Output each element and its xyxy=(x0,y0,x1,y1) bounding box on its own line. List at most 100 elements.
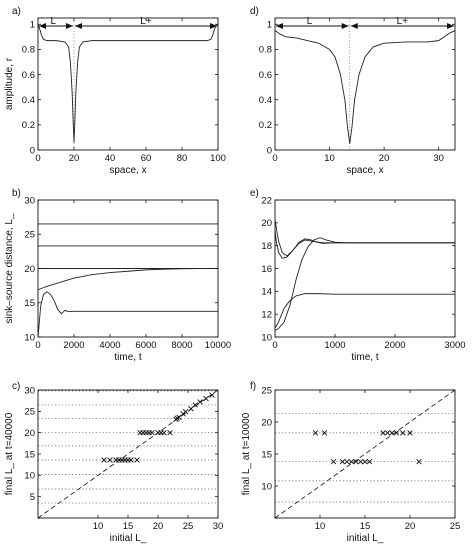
y-tick-label-1: 5 xyxy=(30,492,35,503)
axes-frame xyxy=(274,17,456,151)
x-tick-label-3: 3000 xyxy=(444,340,465,351)
panel-label: f) xyxy=(250,381,256,392)
diagonal-line xyxy=(38,390,218,518)
series-line-0 xyxy=(275,219,455,257)
data-point-26 xyxy=(203,395,209,402)
y-tick-label-5: 25 xyxy=(24,407,35,418)
data-point-10 xyxy=(380,430,386,436)
data-point-17 xyxy=(167,429,173,436)
data-point-0 xyxy=(312,430,319,436)
arrow-l-plus xyxy=(350,23,454,29)
y-tick-label-1: 15 xyxy=(24,298,35,309)
x-tick-label-4: 30 xyxy=(213,521,224,532)
y-tick-label-3: 0.6 xyxy=(22,70,35,81)
x-tick-label-3: 25 xyxy=(450,521,461,532)
x-tick-label-3: 60 xyxy=(141,153,152,164)
x-tick-label-1: 15 xyxy=(123,521,134,532)
x-tick-label-2: 40 xyxy=(105,153,116,164)
y-tick-label-2: 10 xyxy=(24,471,35,482)
y-tick-label-4: 30 xyxy=(24,195,35,206)
data-point-7 xyxy=(128,457,134,463)
y-axis-label: final L_ at t=10000 xyxy=(241,412,252,495)
x-tick-label-1: 2000 xyxy=(63,340,84,351)
chart-panel-d: L_ L+ 0 10 20 30 0 0.2 0.4 0.6 0.8 1 space, x d) xyxy=(250,6,456,176)
y-tick-label-0: 10 xyxy=(24,332,35,343)
data-point-25 xyxy=(197,399,203,405)
y-tick-label-0: 0 xyxy=(30,145,35,156)
y-tick-label-6: 30 xyxy=(24,385,35,396)
x-tick-label-1: 20 xyxy=(69,153,80,164)
data-point-6 xyxy=(353,458,359,465)
series-line-1 xyxy=(275,229,455,259)
y-axis-label: final L_ at t=40000 xyxy=(4,412,15,495)
data-point-4 xyxy=(344,458,350,465)
chart-panel-e: 0 1000 2000 3000 10 12 14 16 18 20 22 time, t e) xyxy=(250,188,466,363)
series-line-3 xyxy=(275,293,455,329)
series-line-3 xyxy=(38,268,218,291)
y-tick-label-4: 0.8 xyxy=(259,45,272,56)
y-tick-label-4: 18 xyxy=(261,241,272,252)
data-point-13 xyxy=(393,430,400,436)
series-line-2 xyxy=(275,237,455,331)
data-point-20 xyxy=(176,414,182,421)
x-axis-label: initial L_ xyxy=(347,533,384,544)
x-tick-label-1: 10 xyxy=(324,153,335,164)
y-tick-label-4: 25 xyxy=(261,385,272,396)
data-point-8 xyxy=(362,458,368,465)
annotation-l-minus: L_ xyxy=(50,16,62,27)
x-axis-label: time, t xyxy=(114,352,141,363)
x-tick-label-3: 30 xyxy=(433,153,444,164)
x-tick-label-0: 0 xyxy=(35,153,40,164)
y-tick-label-5: 1 xyxy=(267,20,272,31)
data-point-2 xyxy=(330,458,337,465)
x-tick-label-0: 10 xyxy=(93,521,104,532)
y-tick-label-6: 22 xyxy=(261,195,272,206)
y-tick-label-3: 0.6 xyxy=(259,70,272,81)
y-tick-label-4: 20 xyxy=(24,428,35,439)
x-tick-label-1: 1000 xyxy=(324,340,345,351)
x-tick-label-0: 10 xyxy=(315,521,326,532)
panel-label: a) xyxy=(12,6,21,17)
data-point-12 xyxy=(389,430,395,436)
panel-label: e) xyxy=(250,188,259,199)
y-tick-label-2: 15 xyxy=(261,449,272,460)
x-axis-label: space, x xyxy=(109,165,146,176)
y-tick-label-3: 15 xyxy=(24,449,35,460)
data-point-22 xyxy=(182,409,189,415)
annotation-l-minus: L_ xyxy=(307,16,319,27)
arrow-l-plus xyxy=(75,23,217,29)
x-tick-label-3: 25 xyxy=(183,521,194,532)
x-tick-label-2: 4000 xyxy=(99,340,120,351)
x-tick-label-0: 0 xyxy=(272,153,277,164)
x-tick-label-5: 10000 xyxy=(205,340,231,351)
data-point-7 xyxy=(357,458,364,465)
y-tick-label-0: 0 xyxy=(267,145,272,156)
axes-frame xyxy=(274,199,456,338)
chart-panel-f: 10 15 20 25 10 15 20 25 initial L_ final L_ at t=… xyxy=(241,381,460,544)
x-tick-label-2: 20 xyxy=(153,521,164,532)
x-axis-label: space, x xyxy=(346,165,383,176)
series-line-4 xyxy=(38,291,218,337)
annotation-l-plus: L+ xyxy=(140,16,152,27)
data-point-0 xyxy=(101,457,107,463)
data-point-9 xyxy=(366,458,373,465)
data-point-15 xyxy=(407,430,413,436)
y-tick-label-2: 0.4 xyxy=(259,95,272,106)
data-point-16 xyxy=(161,429,167,436)
y-tick-label-2: 14 xyxy=(261,287,272,298)
panel-label: c) xyxy=(12,381,20,392)
x-tick-label-0: 0 xyxy=(35,340,40,351)
y-tick-label-1: 0.2 xyxy=(22,120,35,131)
data-point-8 xyxy=(134,457,140,463)
data-point-16 xyxy=(416,458,422,465)
data-point-3 xyxy=(339,458,346,465)
data-point-14 xyxy=(400,430,406,436)
x-tick-label-0: 0 xyxy=(272,340,277,351)
chart-panel-b: 0 2000 4000 6000 8000 10000 10 15 20 25 30 time, t s… xyxy=(4,188,231,363)
x-tick-label-3: 6000 xyxy=(135,340,156,351)
chart-panel-c: 10 15 20 25 30 5 10 15 20 25 30 initial L_ final L_ … xyxy=(4,381,223,544)
y-axis-label: sink–source distance, L_ xyxy=(4,213,15,324)
y-tick-label-3: 25 xyxy=(24,230,35,241)
y-tick-label-4: 0.8 xyxy=(22,45,35,56)
y-tick-label-1: 12 xyxy=(261,309,272,320)
